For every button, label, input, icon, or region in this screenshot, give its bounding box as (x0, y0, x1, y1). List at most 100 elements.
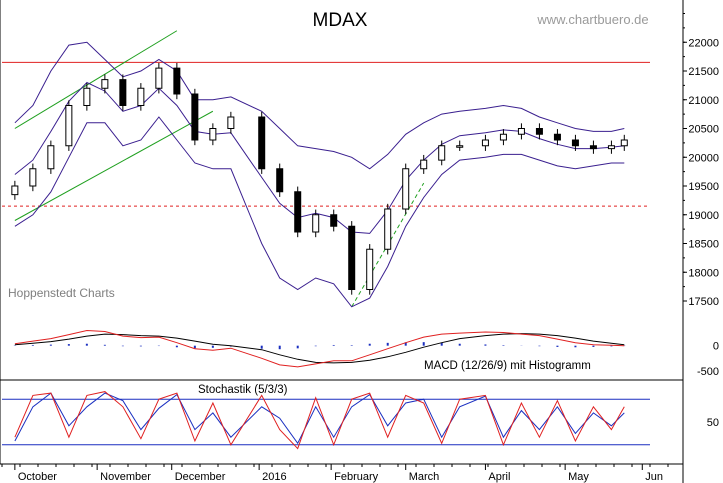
candle (11, 180, 19, 200)
month-label: November (100, 471, 151, 483)
candle (348, 221, 356, 295)
stochastic-d-line (14, 392, 625, 445)
stochastic-k-line (14, 391, 625, 450)
candle-body (456, 145, 464, 148)
month-label: December (175, 471, 226, 483)
candle-body (384, 208, 392, 250)
candle-body (227, 116, 235, 129)
candle-body (607, 145, 615, 150)
candle (330, 209, 338, 232)
macd-line (14, 329, 625, 368)
stochastic-tick-label: 50 (707, 417, 719, 429)
month-label: October (18, 471, 57, 483)
candle (384, 203, 392, 255)
lower-band (14, 116, 625, 308)
candle-body (191, 93, 199, 141)
candle-body (553, 133, 561, 141)
candle (227, 111, 235, 134)
candle-body (348, 225, 356, 290)
chart-frames (0, 0, 684, 483)
candle-body (83, 87, 91, 106)
candle-body (366, 248, 374, 290)
price-tick-label: 19000 (688, 210, 719, 222)
month-label: March (409, 471, 440, 483)
candle (119, 74, 127, 111)
candle-body (258, 116, 266, 170)
month-label: May (568, 471, 589, 483)
trend-channel-line-2 (14, 110, 214, 221)
candle-body (420, 159, 428, 170)
watermark: www.chartbuero.de (536, 12, 648, 27)
candle (481, 134, 489, 151)
candle (173, 62, 181, 100)
candle (29, 163, 37, 192)
macd-panel (13, 329, 626, 368)
candle (571, 134, 579, 151)
candle-body (209, 128, 217, 141)
middle-band (14, 81, 625, 234)
candle-body (137, 87, 145, 106)
candle (137, 83, 145, 111)
candle (101, 74, 109, 94)
candle-body (571, 139, 579, 147)
candle-body (276, 168, 284, 193)
price-tick-label: 18000 (688, 267, 719, 279)
price-tick-label: 21000 (688, 95, 719, 107)
candle-body (101, 79, 109, 89)
stochastic-label: Stochastik (5/3/3) (198, 384, 288, 396)
candle (499, 129, 507, 146)
month-label: April (488, 471, 510, 483)
candle (312, 209, 320, 238)
macd-tick-label: 0 (713, 341, 719, 353)
candle (155, 62, 163, 94)
trend-channel-line-1 (14, 30, 178, 129)
candle (258, 111, 266, 174)
candle-body (11, 185, 19, 196)
candle (209, 123, 217, 146)
candle-body (535, 128, 543, 135)
candle-body (438, 145, 446, 161)
candle-body (294, 191, 302, 233)
candle-body (481, 139, 489, 147)
price-tick-label: 18500 (688, 239, 719, 251)
chart-title: MDAX (313, 10, 368, 31)
price-tick-label: 20000 (688, 152, 719, 164)
candle (517, 123, 525, 140)
candle (456, 140, 464, 151)
candle (553, 129, 561, 146)
candle (83, 83, 91, 111)
candle (438, 140, 446, 166)
candle-body (499, 133, 507, 141)
candle (620, 134, 628, 151)
candle (65, 100, 73, 151)
candle-body (65, 105, 73, 147)
macd-label: MACD (12/26/9) mit Histogramm (424, 360, 591, 372)
candle-body (312, 214, 320, 233)
month-label: February (334, 471, 379, 483)
candle-body (402, 168, 410, 210)
macd-tick-label: -500 (697, 366, 719, 378)
month-label: 2016 (262, 471, 286, 483)
candle-body (47, 145, 55, 170)
axes: 22000 21500 21000 20500 20000 19500 19000 18500… (1, 13, 719, 483)
candle (294, 186, 302, 238)
candle (607, 140, 615, 154)
upper-band (14, 41, 625, 170)
price-tick-label: 19500 (688, 181, 719, 193)
candle (589, 140, 597, 154)
candle (402, 163, 410, 215)
price-tick-label: 21500 (688, 66, 719, 78)
stochastic-panel (2, 391, 650, 450)
candle (47, 140, 55, 174)
candle-body (119, 79, 127, 106)
candle (535, 123, 543, 140)
price-tick-label: 20500 (688, 124, 719, 136)
candle-body (517, 128, 525, 135)
price-panel (2, 30, 650, 308)
price-tick-label: 22000 (688, 37, 719, 49)
candle-body (589, 145, 597, 150)
candle (191, 88, 199, 146)
macd-signal-line (14, 333, 625, 364)
month-label: Jun (645, 471, 663, 483)
